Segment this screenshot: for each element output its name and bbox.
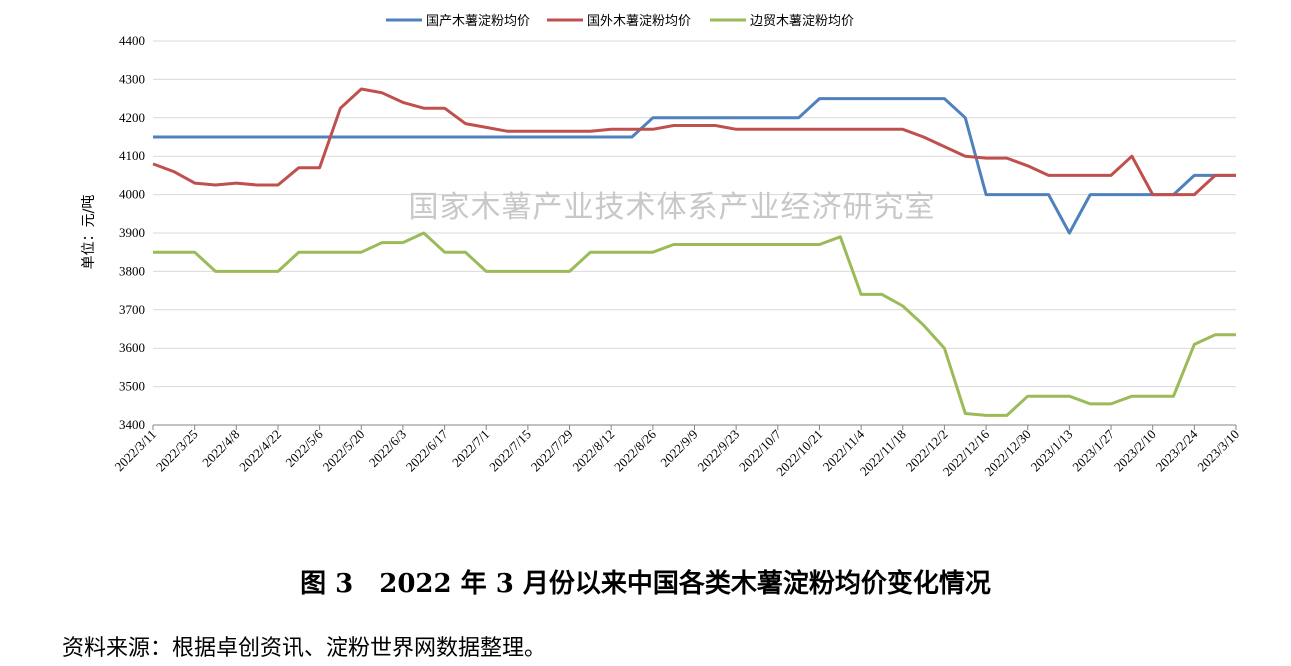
legend-label: 国产木薯淀粉均价 [426, 14, 530, 29]
y-tick-label: 3600 [119, 340, 145, 355]
x-tick-label: 2023/1/27 [1069, 426, 1117, 474]
x-tick-label: 2022/4/22 [236, 427, 284, 475]
x-tick-label: 2023/2/24 [1153, 426, 1201, 474]
y-tick-label: 3800 [119, 263, 145, 278]
series-lines [152, 87, 1236, 417]
gridlines [153, 40, 1236, 426]
x-tick-label: 2022/9/23 [694, 427, 742, 475]
x-tick-label: 2023/3/10 [1194, 427, 1242, 475]
y-tick-label: 4300 [119, 71, 145, 86]
y-axis-label: 单位：元/吨 [81, 195, 97, 270]
x-tick-label: 2022/8/26 [611, 426, 659, 474]
x-tick-label: 2022/11/18 [857, 427, 909, 479]
watermark: 国家木薯产业技术体系产业经济研究室 [409, 190, 936, 225]
y-axis-ticks: 3400 3500 3600 3700 3800 3900 4000 4100 4200 4300… [119, 33, 145, 432]
x-tick-label: 2022/5/20 [319, 427, 367, 475]
y-tick-label: 4000 [119, 187, 145, 202]
legend-label: 边贸木薯淀粉均价 [750, 14, 854, 29]
x-tick-label: 2022/8/12 [569, 427, 617, 475]
y-tick-label: 3400 [119, 417, 145, 432]
y-tick-label: 4200 [119, 110, 145, 125]
x-tick-label: 2023/2/10 [1111, 427, 1159, 475]
y-tick-label: 3900 [119, 225, 145, 240]
line-chart: 3400 3500 3600 3700 3800 3900 4000 4100 4200 4300… [81, 14, 1242, 479]
legend-label: 国外木薯淀粉均价 [587, 14, 691, 29]
source-note: 资料来源：根据卓创资讯、淀粉世界网数据整理。 [62, 636, 547, 661]
y-tick-label: 4400 [119, 33, 145, 48]
x-tick-label: 2022/3/11 [112, 427, 160, 475]
y-tick-label: 3500 [119, 379, 145, 394]
series-line-0 [153, 97, 1236, 235]
y-tick-label: 3700 [119, 302, 145, 317]
x-tick-label: 2022/7/29 [528, 427, 576, 475]
x-tick-label: 2022/7/15 [486, 427, 534, 475]
x-tick-label: 2022/6/17 [403, 426, 451, 474]
x-tick-label: 2023/1/13 [1028, 427, 1076, 475]
y-tick-label: 4100 [119, 148, 145, 163]
x-axis-ticks: 2022/3/112022/3/252022/4/82022/4/222022/… [112, 425, 1242, 479]
series-line-2 [153, 231, 1236, 417]
series-line-1 [152, 87, 1236, 197]
figure-caption: 图 3 2022 年 3 月份以来中国各类木薯淀粉均价变化情况 [300, 569, 991, 599]
legend: 国产木薯淀粉均价 国外木薯淀粉均价 边贸木薯淀粉均价 [386, 14, 854, 29]
x-tick-label: 2022/3/25 [153, 427, 201, 475]
